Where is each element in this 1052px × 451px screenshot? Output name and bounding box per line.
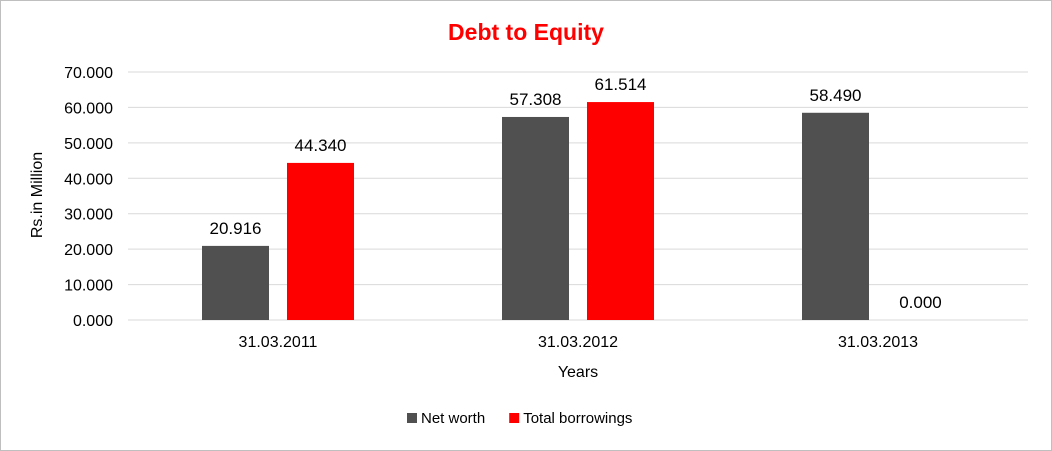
gridlines [128, 71, 1028, 321]
legend-label: Net worth [421, 410, 485, 427]
y-tick-label: 70.000 [64, 65, 113, 82]
y-axis-label: Rs.in Million [29, 152, 46, 238]
x-axis-ticks: 31.03.2011 31.03.2012 31.03.2013 [239, 334, 919, 351]
x-tick-label: 31.03.2012 [538, 334, 618, 351]
y-tick-label: 0.000 [73, 313, 113, 330]
y-tick-label: 30.000 [64, 207, 113, 224]
data-labels: 20.916 44.340 57.308 61.514 58.490 0.000 [210, 75, 942, 312]
x-tick-label: 31.03.2011 [239, 334, 318, 351]
bar-net-worth [502, 116, 569, 320]
y-tick-label: 40.000 [64, 171, 113, 188]
data-label: 58.490 [810, 86, 862, 105]
y-tick-label: 10.000 [64, 278, 113, 295]
bars [202, 102, 869, 320]
bar-net-worth [802, 112, 869, 320]
data-label: 20.916 [210, 219, 262, 238]
legend-swatch [509, 413, 520, 423]
legend-swatch [407, 413, 417, 423]
data-label: 0.000 [899, 293, 942, 312]
data-label: 57.308 [510, 90, 562, 109]
x-axis-label: Years [558, 364, 598, 381]
bar-net-worth [202, 245, 269, 320]
bar-total-borrowings [587, 102, 654, 320]
data-label: 61.514 [595, 75, 647, 94]
x-tick-label: 31.03.2013 [838, 334, 918, 351]
y-tick-label: 60.000 [64, 100, 113, 117]
bar-total-borrowings [287, 162, 354, 320]
y-tick-label: 20.000 [64, 242, 113, 259]
y-tick-label: 50.000 [64, 136, 113, 153]
chart-title: Debt to Equity [448, 19, 604, 45]
data-label: 44.340 [295, 136, 347, 155]
legend-label: Total borrowings [523, 410, 632, 427]
y-axis-ticks: 0.000 10.000 20.000 30.000 40.000 50.000 60.00… [64, 65, 113, 330]
legend: Net worth Total borrowings [407, 410, 632, 427]
